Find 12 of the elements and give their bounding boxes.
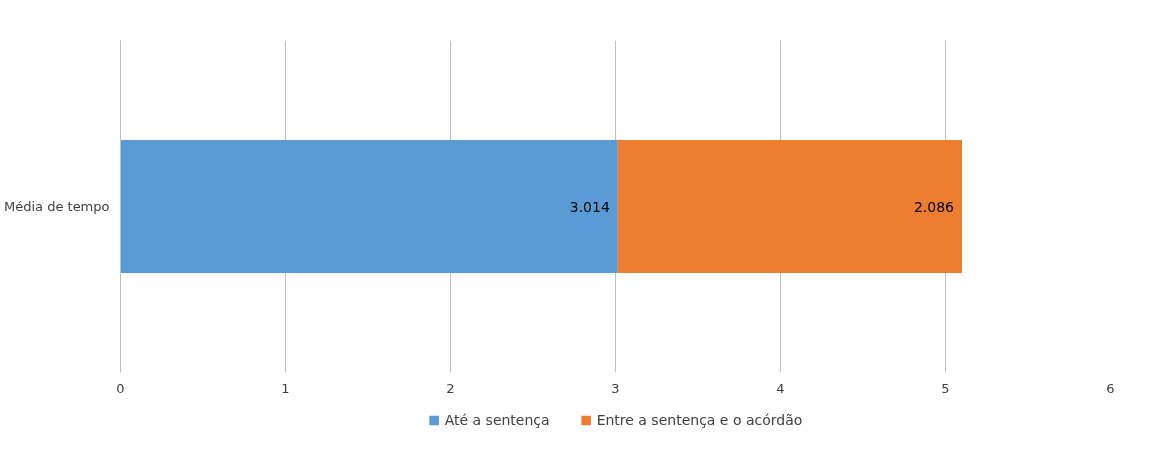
y-tick-label: Média de tempo xyxy=(3,199,110,214)
x-tick-label: 5 xyxy=(941,380,950,396)
x-tick-label: 0 xyxy=(116,380,125,396)
legend-label: Entre a sentença e o acórdão xyxy=(596,412,803,428)
x-tick-label: 3 xyxy=(611,380,620,396)
data-label: 2.086 xyxy=(913,198,955,215)
x-tick-label: 4 xyxy=(776,380,785,396)
x-tick-label: 2 xyxy=(446,380,455,396)
data-label: 3.014 xyxy=(569,198,610,215)
legend-label: Até a sentença xyxy=(444,412,550,428)
x-tick-label: 6 xyxy=(1106,380,1115,396)
x-tick-label: 1 xyxy=(281,380,290,396)
